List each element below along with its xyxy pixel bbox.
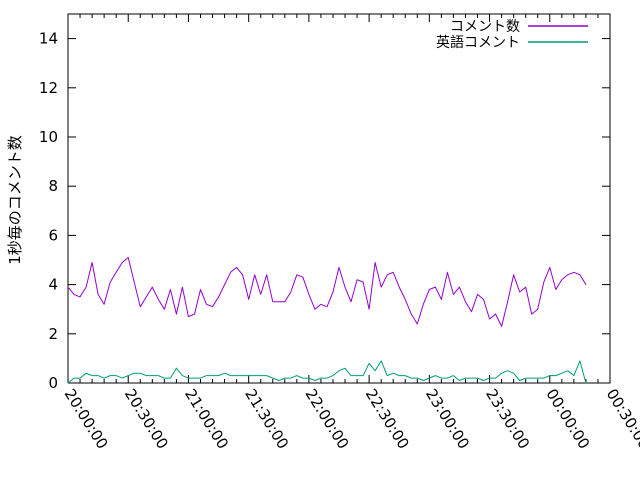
y-axis-title: 1秒毎のコメント数 — [6, 135, 24, 265]
series-line-1 — [67, 360, 587, 384]
y-tick-label: 6 — [48, 226, 58, 244]
x-tick-label: 21:00:00 — [181, 386, 232, 453]
x-tick-label: 23:00:00 — [422, 386, 473, 453]
y-tick-label: 2 — [48, 325, 58, 343]
x-tick-label: 20:30:00 — [121, 386, 172, 453]
y-tick-label: 10 — [39, 128, 58, 146]
x-tick-label: 00:30:00 — [603, 386, 640, 453]
y-tick-label: 0 — [48, 374, 58, 392]
x-tick-label: 00:00:00 — [542, 386, 593, 453]
x-tick-label: 22:30:00 — [362, 386, 413, 453]
plot-border — [67, 13, 611, 384]
x-tick-label: 21:30:00 — [241, 386, 292, 453]
series-line-0 — [67, 257, 587, 327]
legend-label-1: 英語コメント — [436, 34, 520, 51]
x-tick-label: 20:00:00 — [61, 386, 112, 453]
legend-label-0: コメント数 — [450, 19, 520, 35]
x-tick-label: 22:00:00 — [301, 386, 352, 453]
y-tick-label: 8 — [48, 177, 58, 195]
y-tick-label: 14 — [39, 30, 58, 48]
y-tick-label: 12 — [39, 79, 58, 97]
y-tick-label: 4 — [48, 276, 58, 294]
x-tick-label: 23:30:00 — [482, 386, 533, 453]
